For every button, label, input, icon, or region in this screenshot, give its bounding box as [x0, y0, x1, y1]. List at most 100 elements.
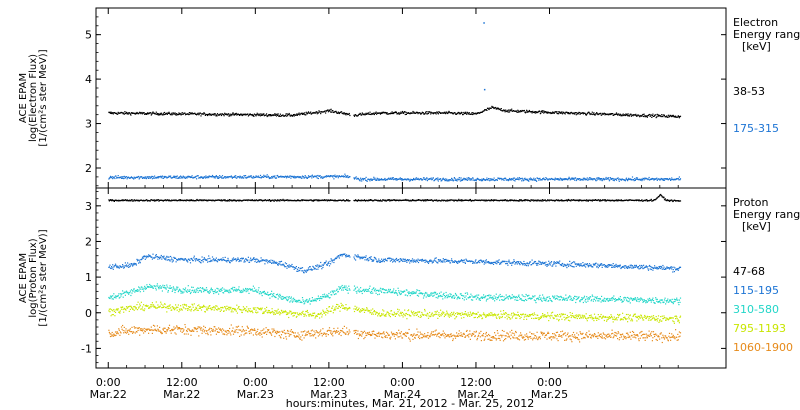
data-point: [181, 113, 183, 115]
data-point: [576, 112, 578, 114]
data-point: [257, 175, 259, 177]
data-point: [152, 199, 155, 202]
data-point: [125, 264, 128, 266]
data-point: [465, 112, 467, 114]
data-point: [577, 112, 580, 114]
data-point: [546, 200, 548, 202]
data-point: [472, 113, 474, 116]
data-point: [479, 112, 481, 114]
data-point: [198, 113, 200, 115]
data-point: [327, 111, 329, 113]
data-point: [296, 114, 299, 116]
data-point: [164, 258, 166, 260]
data-point: [271, 115, 273, 117]
data-point: [132, 290, 134, 292]
data-point: [125, 290, 128, 292]
data-point: [465, 295, 467, 297]
data-point: [507, 180, 509, 182]
data-point: [641, 265, 644, 267]
data-point: [128, 266, 130, 268]
data-point: [523, 300, 525, 302]
data-point: [318, 199, 320, 201]
data-point: [205, 289, 207, 292]
data-point: [639, 267, 641, 270]
data-point: [666, 266, 668, 268]
data-point: [329, 109, 331, 111]
data-point: [650, 114, 652, 116]
data-point: [363, 199, 366, 201]
data-point: [165, 257, 167, 259]
data-point: [191, 257, 193, 260]
data-point: [274, 262, 276, 264]
data-point: [204, 114, 206, 116]
data-point: [479, 298, 481, 300]
data-point: [268, 200, 270, 202]
data-point: [155, 289, 157, 291]
data-point: [600, 179, 602, 181]
data-point: [178, 199, 181, 201]
data-point: [367, 112, 369, 114]
data-point: [406, 259, 409, 261]
data-point: [540, 263, 543, 265]
data-point: [639, 200, 641, 202]
data-point: [567, 265, 570, 267]
data-point: [188, 258, 190, 260]
data-point: [258, 293, 260, 295]
data-point: [586, 199, 588, 201]
panel1-ytick-label: 3: [85, 118, 92, 131]
data-point: [400, 111, 402, 113]
data-point: [553, 112, 555, 114]
data-point: [504, 110, 506, 112]
data-point: [454, 292, 457, 295]
data-point: [568, 263, 570, 265]
panel1-frame: [95, 7, 727, 189]
data-point: [137, 259, 139, 261]
data-point: [546, 111, 548, 113]
data-point: [489, 179, 491, 181]
data-point: [249, 288, 251, 290]
data-point: [514, 263, 516, 265]
data-point: [463, 295, 465, 297]
data-point: [378, 258, 380, 260]
data-point: [591, 199, 593, 201]
data-point: [671, 179, 673, 181]
data-point: [233, 176, 235, 178]
data-point: [560, 199, 562, 201]
data-point: [112, 178, 114, 180]
data-point: [160, 175, 162, 177]
data-point: [189, 262, 192, 264]
data-point: [395, 179, 397, 181]
data-point: [539, 263, 541, 265]
data-point: [629, 114, 631, 116]
data-point: [252, 259, 254, 261]
data-point: [502, 110, 504, 112]
data-point: [269, 199, 271, 201]
data-point: [344, 253, 346, 255]
data-point: [518, 199, 521, 201]
data-point: [125, 291, 127, 293]
data-point: [231, 177, 233, 179]
data-point: [239, 260, 241, 262]
data-point: [311, 297, 313, 299]
data-point: [214, 258, 216, 261]
data-point: [460, 180, 463, 182]
data-point: [608, 264, 610, 266]
data-point: [602, 264, 604, 266]
data-point: [518, 200, 520, 202]
data-point: [327, 296, 329, 298]
data-point: [619, 114, 621, 116]
data-point: [355, 287, 357, 289]
data-point: [507, 111, 509, 113]
data-point: [323, 296, 325, 298]
data-point: [155, 254, 157, 256]
data-point: [624, 267, 626, 269]
data-point: [311, 174, 313, 176]
data-point: [306, 270, 308, 272]
data-point: [387, 291, 389, 293]
data-point: [538, 179, 540, 181]
data-point: [307, 267, 310, 269]
data-point: [531, 178, 533, 180]
data-point: [149, 283, 151, 286]
data-point: [168, 199, 171, 201]
data-point: [407, 178, 409, 180]
